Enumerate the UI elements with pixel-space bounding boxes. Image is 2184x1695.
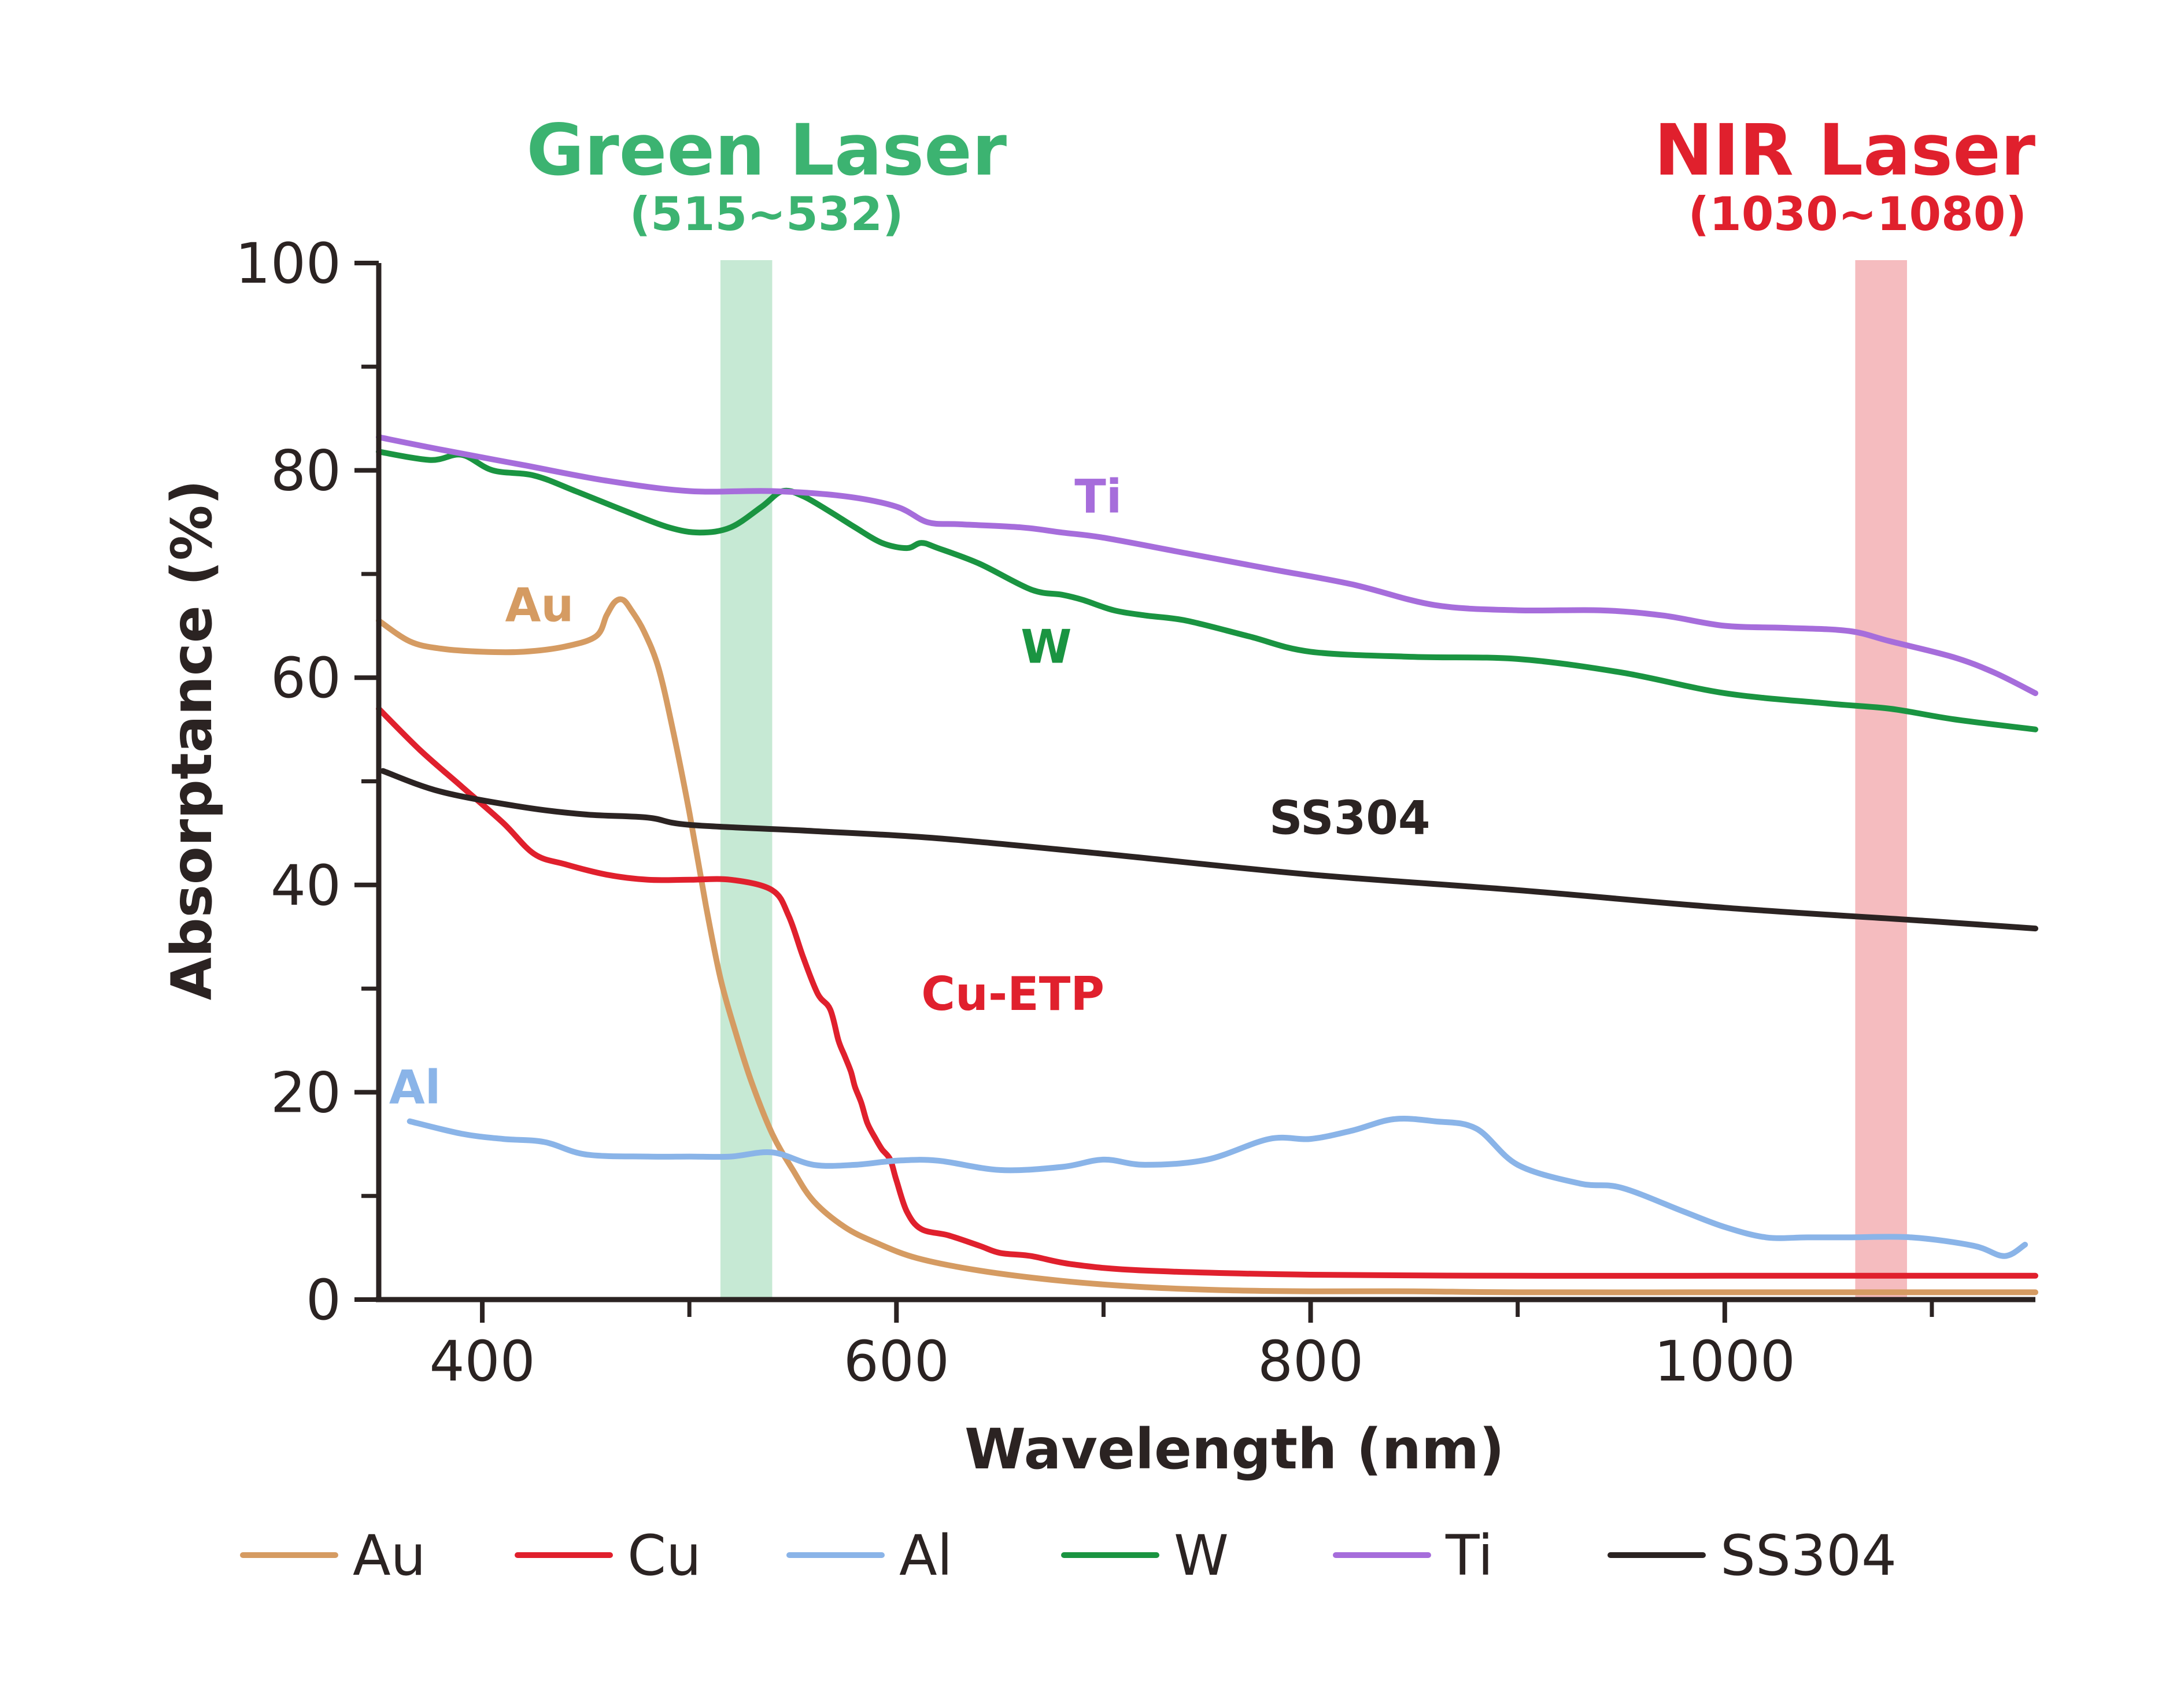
y-tick-label: 20: [271, 1060, 341, 1125]
series-lines: [376, 434, 2038, 1296]
y-tick-label: 60: [271, 646, 341, 710]
green-laser-range: (515~532): [630, 187, 904, 241]
legend-ss304-label: SS304: [1720, 1523, 1897, 1588]
nir-laser-title: NIR Laser: [1654, 109, 2035, 191]
series-al-line: [407, 1116, 2028, 1259]
series-w-line: [376, 449, 2038, 732]
series-cu-line: [376, 706, 2038, 1279]
legend-au-label: Au: [353, 1523, 426, 1588]
x-tick-label: 400: [429, 1329, 535, 1394]
y-tick-label: 80: [271, 439, 341, 504]
legend-w-label: W: [1174, 1523, 1229, 1588]
green-laser-band: [720, 260, 773, 1300]
series-ti-inline-label: Ti: [1074, 469, 1122, 523]
x-tick-label: 1000: [1654, 1329, 1795, 1394]
nir-laser-range: (1030~1080): [1688, 187, 2027, 241]
legend-ti-label: Ti: [1445, 1523, 1493, 1588]
legend-al-label: Al: [899, 1523, 952, 1588]
x-axis-title: Wavelength (nm): [964, 1417, 1505, 1482]
series-al-inline-label: Al: [389, 1060, 441, 1114]
axes: 0 20 40 60 80 100 400 600 800 1000: [235, 231, 2035, 1394]
x-tick-label: 600: [844, 1329, 949, 1394]
legend-cu-label: Cu: [627, 1523, 701, 1588]
nir-laser-band: [1855, 260, 1907, 1300]
series-w-inline-label: W: [1021, 620, 1071, 673]
inline-labels: Au Cu-ETP Al W Ti SS304: [389, 469, 1431, 1114]
y-tick-label: 40: [271, 853, 341, 918]
series-ti-line: [376, 434, 2038, 697]
legend: Au Cu Al W Ti SS304: [240, 1523, 1897, 1588]
y-tick-label: 100: [235, 231, 341, 296]
series-au-inline-label: Au: [505, 579, 574, 632]
y-tick-label: 0: [306, 1268, 341, 1333]
series-au-line: [376, 596, 2038, 1296]
y-axis-title: Absorptance (%): [160, 480, 224, 1001]
series-cu-inline-label: Cu-ETP: [921, 967, 1104, 1021]
green-laser-title: Green Laser: [526, 109, 1007, 191]
x-tick-label: 800: [1258, 1329, 1363, 1394]
series-ss304-line: [380, 768, 2038, 932]
series-ss304-inline-label: SS304: [1269, 791, 1431, 845]
laser-bands: Green Laser(515~532) NIR Laser(1030~1080): [526, 109, 2035, 1300]
